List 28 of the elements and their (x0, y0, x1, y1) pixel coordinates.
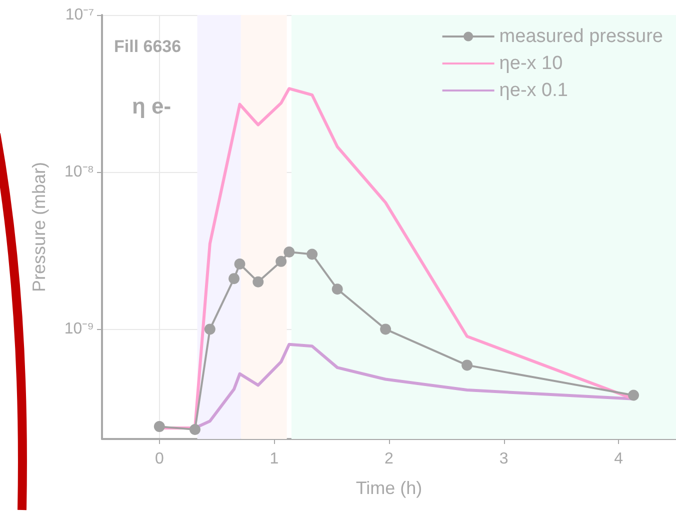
x-axis-title: Time (h) (356, 478, 422, 498)
y-axis-title: Pressure (mbar) (29, 162, 49, 292)
point (332, 284, 343, 295)
point (284, 246, 295, 258)
y-tick-label: 10⁻⁸ (64, 164, 94, 181)
point (306, 248, 318, 260)
legend-label: measured pressure (499, 26, 664, 47)
legend-label: ηe-x 0.1 (499, 80, 568, 101)
x-tick-label: 0 (154, 450, 164, 468)
point (628, 390, 640, 401)
legend-label: ηe-x 10 (499, 53, 563, 74)
point (252, 276, 264, 288)
annotation: Fill 6636 (114, 37, 182, 56)
point (234, 258, 246, 270)
point (204, 324, 216, 335)
x-tick-label: 4 (614, 450, 624, 468)
point (228, 273, 240, 284)
point (276, 256, 287, 267)
annotation: η e- (132, 94, 172, 118)
point (190, 424, 200, 435)
x-tick-label: 1 (270, 450, 279, 468)
point (462, 360, 473, 371)
x-tick-label: 3 (499, 450, 508, 468)
x-tick-label: 2 (384, 450, 394, 468)
y-tick-label: 10⁻⁹ (64, 320, 94, 338)
point (380, 324, 392, 335)
y-tick-label: 10⁻⁷ (65, 6, 94, 24)
point (154, 421, 165, 432)
